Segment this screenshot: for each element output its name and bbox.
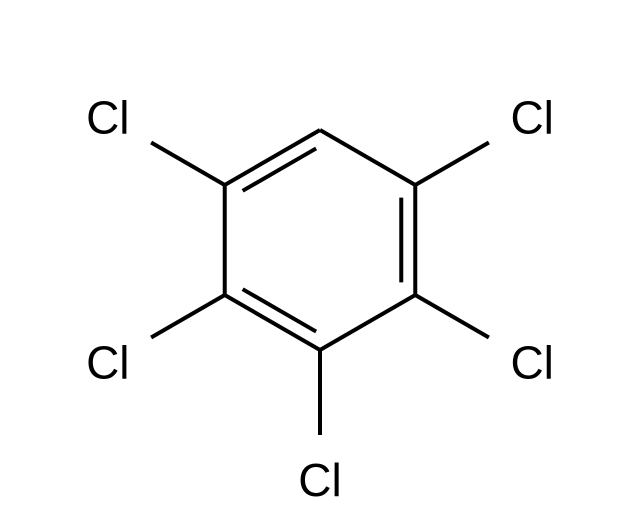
bond [320, 295, 415, 350]
bond [151, 143, 225, 186]
atom-label: Cl [86, 92, 129, 144]
bond [320, 130, 415, 185]
bond [225, 295, 320, 350]
atom-label: Cl [510, 92, 553, 144]
atom-label: Cl [86, 337, 129, 389]
bond [151, 295, 225, 338]
atom-label: Cl [298, 454, 341, 506]
bond [415, 143, 489, 186]
bond [225, 130, 320, 185]
atom-label: Cl [510, 337, 553, 389]
molecule-diagram: Cl Cl Cl Cl Cl [0, 0, 640, 518]
bond [415, 295, 489, 338]
